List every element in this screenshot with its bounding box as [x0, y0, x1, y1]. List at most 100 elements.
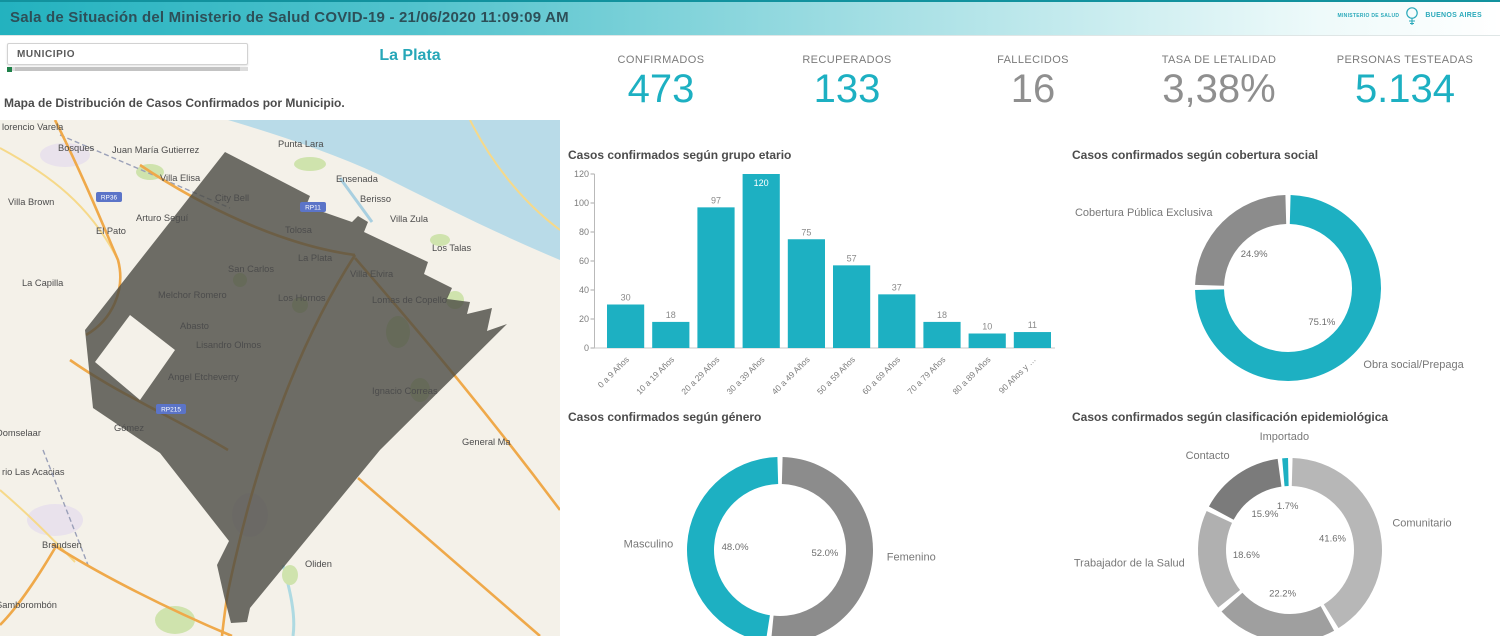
donut-percent-label: 1.7% — [1277, 501, 1299, 512]
municipality-overlay-polygon[interactable] — [85, 152, 507, 623]
map-place-label: Villa Elisa — [160, 173, 201, 183]
government-logo: MINISTERIO DE SALUD BUENOS AIRES — [1338, 6, 1482, 26]
map-place-label: San Carlos — [228, 264, 274, 274]
x-axis-category-label: 20 a 29 Años — [679, 354, 721, 396]
chart-title-genero: Casos confirmados según género — [568, 410, 762, 424]
donut-percent-label: 24.9% — [1241, 249, 1268, 260]
map-place-label: rio Las Acacias — [2, 467, 65, 477]
donut-percent-label: 15.9% — [1251, 509, 1278, 520]
map-place-label: Angel Etcheverry — [168, 372, 239, 382]
municipality-map[interactable]: lorencio Varela Bosques Juan María Gutierr… — [0, 119, 562, 638]
bar[interactable] — [833, 265, 871, 348]
municipio-filter-scrollbar[interactable] — [7, 67, 248, 72]
bar-value-label: 37 — [892, 282, 902, 292]
donut-percent-label: 52.0% — [811, 548, 838, 559]
donut-segment-Cobertura Pública Exclusiva[interactable] — [1195, 195, 1287, 286]
map-place-label: Tolosa — [285, 225, 313, 235]
route-badge-label: RP11 — [305, 205, 321, 212]
bar[interactable] — [787, 239, 825, 348]
x-axis-category-label: 80 a 89 Años — [950, 354, 992, 396]
map-place-label: Brandsen — [42, 540, 82, 550]
map-place-label: Lomas de Copello — [372, 295, 447, 305]
map-place-label: El Pato — [96, 226, 126, 236]
x-axis-category-label: 30 a 39 Años — [724, 354, 766, 396]
donut-category-label: Obra social/Prepaga — [1363, 359, 1464, 371]
scrollbar-thumb[interactable] — [15, 67, 240, 71]
y-axis-tick-label: 40 — [579, 285, 589, 295]
bar-value-label: 18 — [666, 310, 676, 320]
map-title: Mapa de Distribución de Casos Confirmado… — [4, 96, 345, 110]
x-axis-category-label: 10 a 19 Años — [634, 354, 676, 396]
bar[interactable] — [878, 294, 916, 348]
donut-percent-label: 48.0% — [722, 542, 749, 553]
bar[interactable] — [1013, 332, 1051, 348]
map-place-label: Melchor Romero — [158, 290, 227, 300]
map-water — [228, 120, 560, 260]
map-place-label: General Ma — [462, 437, 511, 447]
donut-chart-cobertura-social: 75.1% Obra social/Prepaga 24.9% Cobertura P… — [1075, 195, 1465, 381]
x-axis-category-label: 0 a 9 Años — [596, 354, 631, 389]
kpi-label: PERSONAS TESTEADAS — [1336, 54, 1474, 66]
kpi-recuperados: RECUPERADOS 133 — [754, 54, 940, 110]
donut-segment-Femenino[interactable] — [771, 457, 873, 636]
route-badge — [96, 192, 122, 202]
kpi-label: CONFIRMADOS — [617, 54, 705, 66]
donut-segment-Comunitario[interactable] — [1291, 458, 1382, 629]
kpi-value: 5.134 — [1354, 67, 1456, 111]
map-place-label: Lisandro Olmos — [196, 340, 261, 350]
kpi-value: 16 — [1010, 67, 1056, 111]
y-axis-tick-label: 80 — [579, 227, 589, 237]
donut-segment-Importado[interactable] — [1282, 458, 1289, 487]
donut-segment-sin-etiqueta[interactable] — [1221, 592, 1335, 636]
map-place-label: La Plata — [298, 253, 333, 263]
bar-chart-grupo-etario: 0 20 40 60 80 100 120 30 0 a 9 Años 18 10 a 19 Año… — [574, 169, 1055, 397]
donut-segment-Contacto[interactable] — [1208, 458, 1282, 520]
map-place-label: Punta Lara — [278, 139, 324, 149]
y-axis-tick-label: 120 — [574, 169, 589, 179]
donut-segment-Obra social/Prepaga[interactable] — [1195, 195, 1381, 381]
header-bar: Sala de Situación del Ministerio de Salu… — [0, 0, 1500, 36]
donut-chart-clasificacion-epidemiologica: 41.6% Comunitario 22.2% 18.6% Trabajador de … — [1074, 431, 1452, 636]
x-axis-category-label: 50 a 59 Años — [815, 354, 857, 396]
kpi-value: 133 — [813, 67, 881, 111]
donut-percent-label: 22.2% — [1269, 588, 1296, 599]
donut-category-label: Femenino — [887, 552, 936, 564]
route-badge-label: RP36 — [101, 195, 118, 202]
bar-value-label: 97 — [711, 195, 721, 205]
map-place-label: Bosques — [58, 143, 95, 153]
map-place-label: Ignacio Correas — [372, 386, 438, 396]
map-place-label: Villa Zula — [390, 214, 429, 224]
kpi-label: FALLECIDOS — [997, 54, 1069, 66]
map-place-label: lorencio Varela — [2, 122, 64, 132]
page-title: Sala de Situación del Ministerio de Salu… — [10, 9, 569, 26]
municipio-filter[interactable]: MUNICIPIO — [7, 43, 248, 65]
bar-value-label: 30 — [621, 293, 631, 303]
donut-segment-Trabajador de la Salud[interactable] — [1198, 511, 1241, 608]
bar[interactable] — [607, 304, 645, 349]
bar[interactable] — [923, 321, 961, 348]
donut-category-label: Contacto — [1186, 450, 1230, 462]
bar[interactable] — [652, 321, 690, 348]
bar[interactable] — [742, 174, 780, 348]
map-place-label: Ensenada — [336, 174, 379, 184]
kpi-confirmados: CONFIRMADOS 473 — [568, 54, 754, 110]
bar[interactable] — [968, 333, 1006, 349]
donut-segment-Masculino[interactable] — [687, 457, 779, 636]
map-place-label: Domselaar — [0, 428, 41, 438]
bar-value-label: 75 — [801, 227, 811, 237]
bar[interactable] — [697, 207, 735, 348]
donut-category-label: Masculino — [624, 538, 674, 550]
selected-municipality: La Plata — [379, 47, 441, 64]
donut-chart-genero: 52.0% Femenino 48.0% Masculino — [624, 457, 936, 636]
map-place-label: Los Hornos — [278, 293, 326, 303]
kpi-value: 3,38% — [1162, 67, 1276, 111]
x-axis-category-label: 90 Años y … — [997, 354, 1038, 395]
donut-category-label: Cobertura Pública Exclusiva — [1075, 207, 1213, 219]
y-axis-tick-label: 60 — [579, 256, 589, 266]
buenos-aires-emblem-icon — [1406, 7, 1419, 25]
kpi-fallecidos: FALLECIDOS 16 — [940, 54, 1126, 110]
map-place-label: Villa Brown — [8, 197, 54, 207]
route-badge-label: RP215 — [161, 407, 181, 414]
donut-percent-label: 75.1% — [1308, 317, 1335, 328]
bar-value-label: 120 — [754, 178, 769, 188]
